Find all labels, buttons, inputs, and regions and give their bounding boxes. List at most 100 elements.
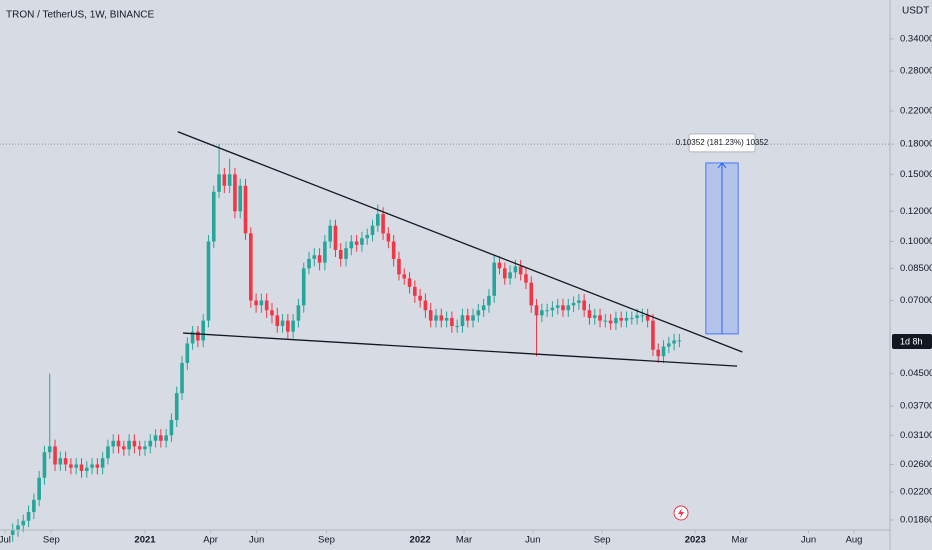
y-tick-label: 0.12000 bbox=[900, 206, 932, 217]
candle-body bbox=[333, 225, 338, 250]
y-tick-label: 0.04500 bbox=[900, 368, 932, 379]
replay-icon[interactable] bbox=[673, 505, 689, 521]
candle-body bbox=[407, 278, 412, 287]
candle-body bbox=[360, 238, 364, 245]
candle-body bbox=[376, 214, 380, 226]
candle-body bbox=[354, 241, 359, 245]
candle-body bbox=[63, 458, 68, 465]
candle-body bbox=[249, 233, 253, 301]
candle-body bbox=[74, 464, 78, 468]
x-tick-label: Sep bbox=[318, 535, 335, 546]
candle-body bbox=[413, 286, 417, 296]
candle-body bbox=[566, 305, 571, 311]
x-tick-label: Jun bbox=[801, 535, 816, 546]
icon-bolt[interactable] bbox=[678, 508, 684, 518]
candle-body bbox=[280, 320, 285, 327]
candle-body bbox=[428, 310, 433, 321]
candle-body bbox=[16, 525, 20, 530]
candle-body bbox=[148, 440, 153, 447]
candle-body bbox=[672, 340, 676, 344]
candle-body bbox=[164, 435, 168, 441]
candle-body bbox=[476, 310, 481, 316]
price-range-arrowhead bbox=[717, 162, 727, 169]
candle-body bbox=[79, 464, 84, 471]
candle-body bbox=[307, 258, 311, 269]
candle-body bbox=[185, 343, 190, 363]
candle-body bbox=[667, 343, 671, 347]
candle-body bbox=[381, 214, 385, 234]
candle-body bbox=[296, 305, 301, 321]
candle-body bbox=[317, 255, 322, 263]
candle-body bbox=[640, 315, 645, 317]
candle-body bbox=[312, 255, 317, 259]
candle-body bbox=[84, 467, 89, 471]
countdown-label: 1d 8h bbox=[900, 336, 923, 346]
candle-body bbox=[206, 241, 211, 321]
candle-body bbox=[238, 185, 243, 212]
candle-body bbox=[47, 446, 52, 453]
candle-body bbox=[153, 435, 158, 441]
candle-body bbox=[619, 317, 624, 321]
candle-body bbox=[465, 315, 470, 321]
candle-body bbox=[651, 320, 655, 350]
candle-body bbox=[550, 307, 555, 311]
candle-body bbox=[629, 317, 634, 319]
candle-body bbox=[561, 305, 565, 311]
candle-body bbox=[545, 310, 549, 312]
candle-body bbox=[53, 446, 57, 465]
x-tick-label: Mar bbox=[456, 535, 472, 546]
y-tick-label: 0.02600 bbox=[900, 459, 932, 470]
candle-body bbox=[534, 305, 539, 316]
candle-body bbox=[301, 268, 306, 306]
candle-body bbox=[518, 266, 523, 275]
candle-body bbox=[450, 317, 454, 327]
x-tick-label: Jun bbox=[525, 535, 540, 546]
candle-body bbox=[32, 499, 36, 513]
candle-body bbox=[37, 477, 41, 500]
candle-body bbox=[656, 349, 661, 357]
trendline bbox=[183, 332, 738, 367]
y-tick-label: 0.18000 bbox=[900, 139, 932, 150]
candle-body bbox=[116, 440, 121, 447]
candle-body bbox=[111, 440, 116, 447]
price-range-label-box bbox=[688, 133, 756, 153]
candle-body bbox=[540, 310, 544, 316]
y-tick-label: 0.22000 bbox=[900, 105, 932, 116]
candle-body bbox=[127, 440, 131, 450]
candle-body bbox=[190, 331, 195, 344]
y-tick-label: 0.08500 bbox=[900, 263, 932, 274]
candle-body bbox=[577, 300, 581, 303]
candle-body bbox=[222, 174, 227, 186]
x-tick-label: Aug bbox=[846, 535, 863, 546]
candle-body bbox=[323, 241, 327, 263]
candle-body bbox=[598, 315, 602, 321]
candle-body bbox=[338, 249, 343, 259]
candle-body bbox=[349, 241, 354, 249]
candle-body bbox=[42, 452, 47, 478]
x-tick-label: Mar bbox=[732, 535, 748, 546]
candle-body bbox=[423, 300, 428, 311]
currency-label: USDT bbox=[902, 6, 929, 17]
candle-body bbox=[196, 331, 200, 341]
candle-body bbox=[624, 317, 629, 321]
candle-body bbox=[69, 464, 73, 468]
candle-body bbox=[180, 362, 184, 394]
candle-body bbox=[592, 315, 597, 318]
x-tick-label: 2021 bbox=[134, 535, 156, 546]
candle-body bbox=[492, 262, 497, 296]
candle-body bbox=[661, 346, 666, 357]
candle-body bbox=[10, 530, 15, 535]
candle-body bbox=[513, 266, 518, 273]
candle-body bbox=[95, 464, 100, 468]
price-range-label: 0.10352 (181.23%) 10352 bbox=[676, 138, 769, 147]
candle-body bbox=[608, 320, 613, 324]
y-tick-label: 0.34000 bbox=[900, 33, 932, 44]
candle-body bbox=[439, 315, 444, 321]
candle-body bbox=[529, 282, 534, 306]
candle-body bbox=[587, 310, 592, 318]
candle-body bbox=[328, 225, 332, 242]
candle-body bbox=[143, 446, 147, 450]
candle-body bbox=[418, 295, 422, 301]
candle-body bbox=[386, 233, 391, 242]
